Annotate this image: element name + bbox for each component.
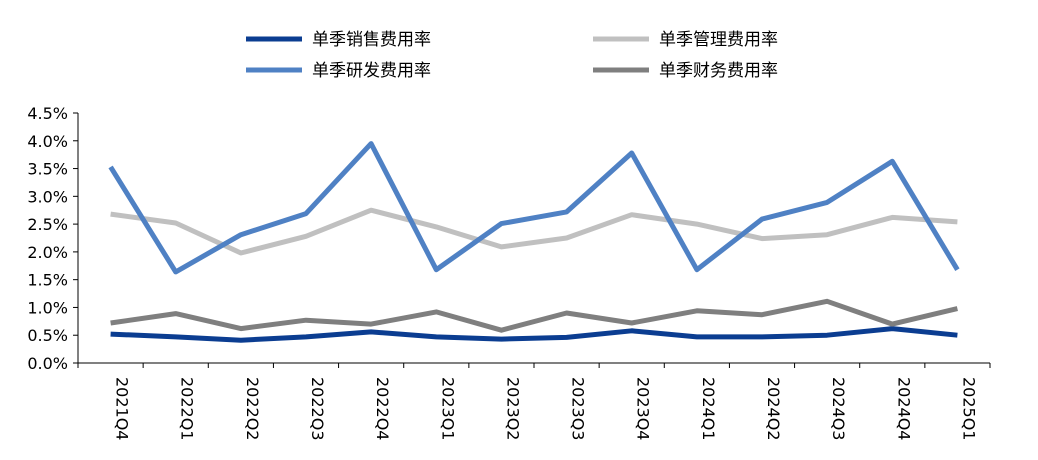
y-tick-label: 2.5%	[27, 215, 68, 234]
legend-label-1: 单季管理费用率	[659, 30, 778, 50]
series-line-0	[110, 326, 958, 343]
legend: 单季销售费用率 单季管理费用率 单季研发费用率 单季财务费用率	[246, 30, 778, 81]
x-tick-label: 2022Q2	[243, 377, 262, 441]
legend-item: 单季财务费用率	[593, 61, 778, 81]
y-tick-label: 2.0%	[27, 243, 68, 262]
x-tick-label: 2021Q4	[113, 377, 132, 441]
x-tick-label: 2024Q1	[699, 377, 718, 441]
legend-label-2: 单季研发费用率	[312, 61, 431, 81]
y-tick-label: 1.0%	[27, 298, 68, 317]
x-tick-label: 2023Q1	[438, 377, 457, 441]
y-tick-label: 3.0%	[27, 187, 68, 206]
y-tick-label: 3.5%	[27, 160, 68, 179]
y-tick-label: 4.5%	[27, 104, 68, 123]
legend-item: 单季研发费用率	[246, 61, 431, 81]
x-tick-label: 2023Q4	[634, 377, 653, 441]
series-line-3	[110, 298, 958, 333]
x-tick-label: 2023Q3	[569, 377, 588, 441]
legend-item: 单季管理费用率	[593, 30, 778, 50]
x-tick-label: 2024Q2	[764, 377, 783, 441]
legend-label-0: 单季销售费用率	[312, 30, 431, 50]
x-tick-label: 2024Q4	[894, 377, 913, 441]
series-line-1	[110, 207, 958, 256]
x-tick-label: 2023Q2	[503, 377, 522, 441]
x-tick-label: 2022Q1	[178, 377, 197, 441]
series-line-2	[108, 141, 960, 275]
x-tick-label: 2022Q4	[373, 377, 392, 441]
y-tick-label: 0.0%	[27, 354, 68, 373]
x-tick-label: 2025Q1	[959, 377, 978, 441]
x-tick-label: 2024Q3	[829, 377, 848, 441]
legend-item: 单季销售费用率	[246, 30, 431, 50]
y-tick-label: 1.5%	[27, 271, 68, 290]
legend-label-3: 单季财务费用率	[659, 61, 778, 81]
y-tick-label: 4.0%	[27, 132, 68, 151]
y-tick-label: 0.5%	[27, 326, 68, 345]
axes: 0.0% 0.5% 1.0% 1.5% 2.0% 2.5% 3.0% 3.5% 4.0% 4.5%…	[27, 104, 991, 441]
series-group	[108, 141, 960, 343]
x-tick-label: 2022Q3	[308, 377, 327, 441]
